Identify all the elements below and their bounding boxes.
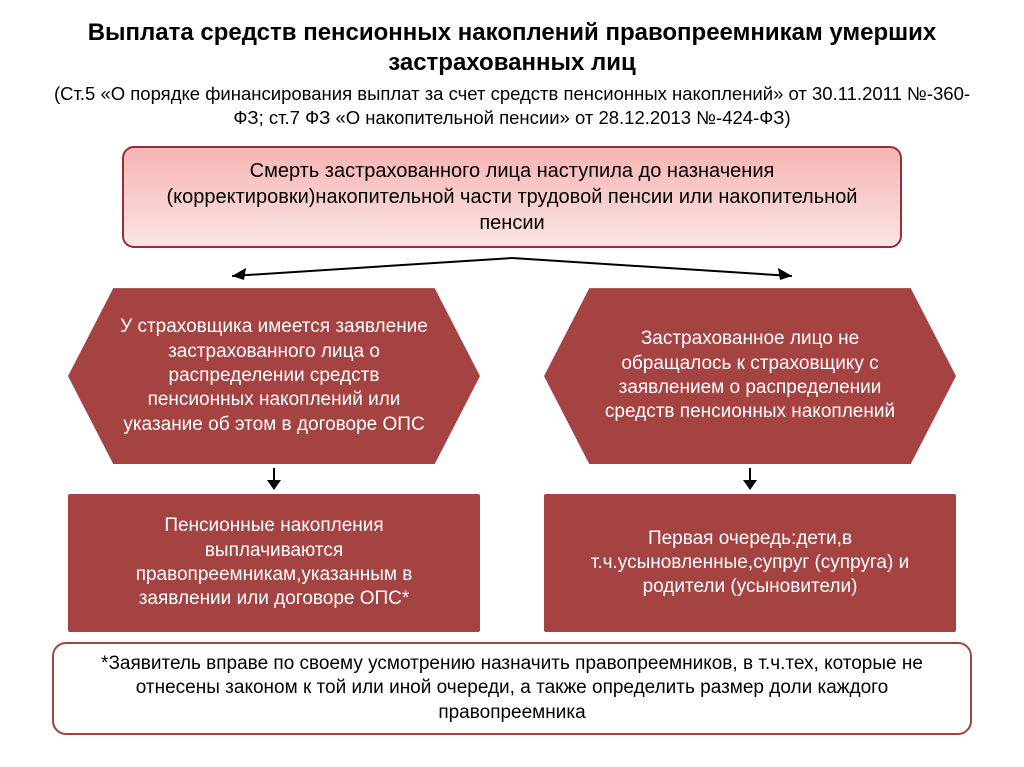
footnote-box: *Заявитель вправе по своему усмотрению н…	[52, 642, 972, 735]
down-arrow-icon	[740, 468, 760, 490]
left-column: У страховщика имеется заявление застрахо…	[68, 288, 480, 632]
split-arrows	[40, 256, 984, 284]
condition-box: Смерть застрахованного лица наступила до…	[122, 146, 902, 248]
left-condition-hex: У страховщика имеется заявление застрахо…	[68, 288, 480, 464]
right-condition-hex: Застрахованное лицо не обращалось к стра…	[544, 288, 956, 464]
left-result-box: Пенсионные накопления выплачиваются прав…	[68, 494, 480, 632]
right-column: Застрахованное лицо не обращалось к стра…	[544, 288, 956, 632]
page-title: Выплата средств пенсионных накоплений пр…	[40, 18, 984, 78]
split-arrow-icon	[202, 256, 822, 284]
right-result-box: Первая очередь:дети,в т.ч.усыновленные,с…	[544, 494, 956, 632]
page-subtitle: (Ст.5 «О порядке финансирования выплат з…	[40, 82, 984, 130]
columns: У страховщика имеется заявление застрахо…	[40, 288, 984, 632]
down-arrow-icon	[264, 468, 284, 490]
